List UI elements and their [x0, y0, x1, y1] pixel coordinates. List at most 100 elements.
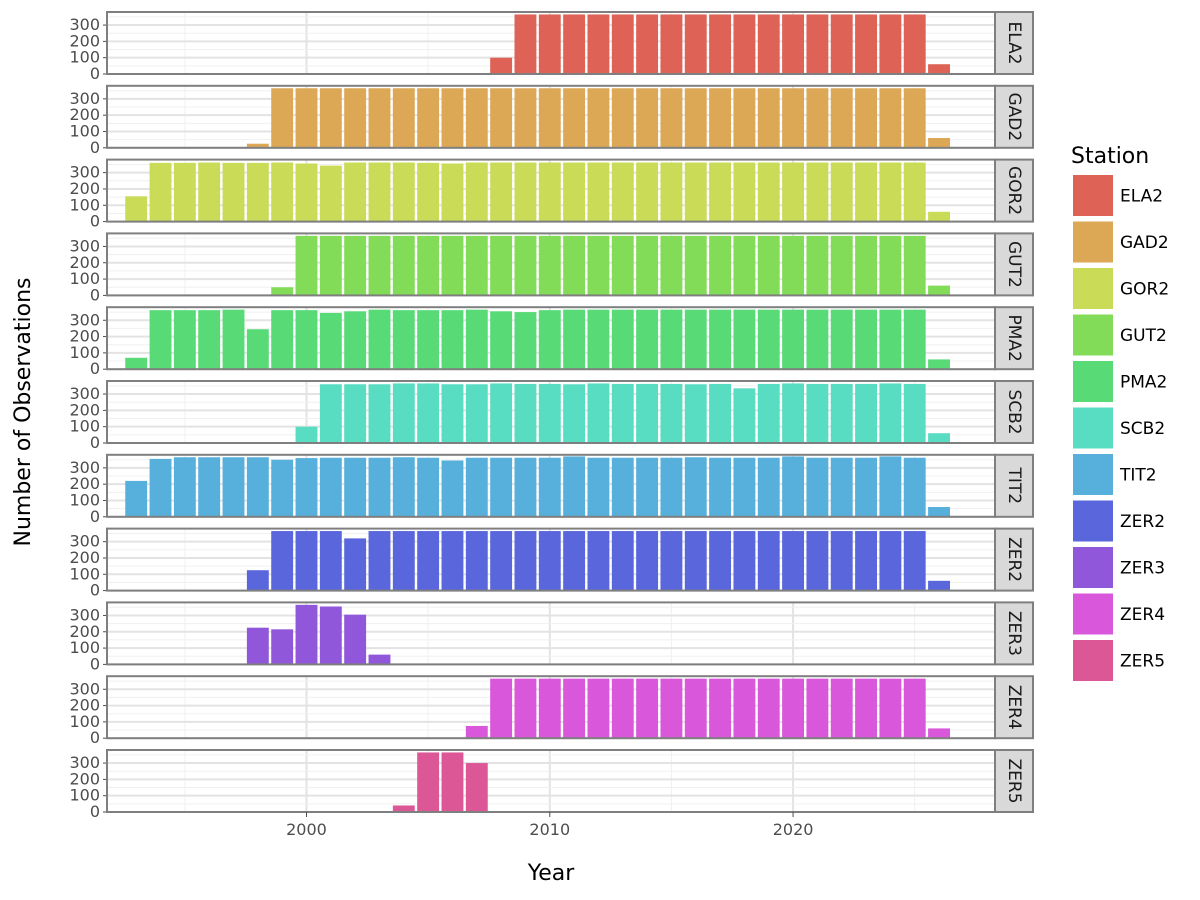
bar-ela2-2009	[514, 14, 537, 74]
x-tick-label: 2000	[286, 820, 327, 839]
bar-gor2-2020	[782, 162, 805, 222]
bar-scb2-2011	[563, 384, 586, 443]
y-tick-label: 0	[90, 433, 100, 452]
bar-zer2-2021	[806, 531, 829, 591]
bar-zer5-2007	[465, 763, 488, 812]
bar-gor2-2010	[538, 162, 561, 222]
facet-strip-label: TIT2	[1004, 466, 1024, 504]
legend-label: PMA2	[1120, 373, 1167, 393]
bar-gad2-2001	[319, 88, 342, 148]
bar-zer2-2026	[928, 580, 950, 591]
bar-ela2-2026	[928, 64, 950, 74]
facet-strip	[994, 232, 1034, 297]
bar-ela2-2024	[879, 14, 902, 74]
legend-label: GOR2	[1120, 280, 1169, 300]
bar-gut2-2015	[660, 235, 683, 296]
bar-scb2-2026	[928, 433, 950, 443]
bar-zer2-2017	[709, 531, 732, 591]
y-tick-label: 100	[69, 269, 100, 288]
bar-ela2-2012	[587, 14, 610, 74]
y-tick-label: 300	[69, 163, 100, 182]
bar-pma2-2015	[660, 309, 683, 370]
bar-zer4-2012	[587, 678, 610, 739]
bar-pma2-2020	[782, 309, 805, 370]
bar-tit2-2005	[417, 457, 440, 517]
bar-tit2-2010	[538, 457, 561, 517]
bar-gad2-2020	[782, 88, 805, 148]
y-tick-label: 0	[90, 507, 100, 526]
bar-gut2-2025	[903, 235, 926, 296]
bar-scb2-2015	[660, 383, 683, 443]
bar-scb2-2022	[830, 383, 853, 443]
legend-key-gut2	[1073, 314, 1113, 356]
bar-zer4-2024	[879, 678, 902, 739]
bar-pma2-2010	[538, 310, 561, 370]
bar-ela2-2023	[855, 14, 878, 74]
bar-gor2-1994	[149, 162, 172, 222]
bar-gut2-2003	[368, 235, 391, 296]
bar-pma2-1993	[125, 357, 148, 370]
y-tick-label: 100	[69, 638, 100, 657]
y-tick-label: 0	[90, 359, 100, 378]
legend-label: ZER2	[1120, 512, 1165, 532]
bar-pma2-2016	[684, 309, 707, 370]
bar-tit2-2009	[514, 457, 537, 517]
bar-gad2-2003	[368, 88, 391, 148]
bar-gor2-2026	[928, 211, 950, 222]
bar-tit2-2001	[319, 457, 342, 517]
bar-zer3-2003	[368, 654, 391, 665]
legend-key-zer5	[1073, 640, 1113, 681]
bar-zer4-2018	[733, 678, 756, 739]
bar-ela2-2025	[903, 14, 926, 74]
bar-gad2-2012	[587, 88, 610, 148]
y-tick-label: 300	[69, 236, 100, 255]
legend-key-ela2	[1073, 175, 1113, 216]
bar-gut2-2020	[782, 235, 805, 296]
legend-key-gor2	[1073, 268, 1113, 309]
bar-gor2-2001	[319, 165, 342, 222]
bar-zer2-2008	[490, 531, 513, 591]
bar-gad2-2004	[392, 88, 415, 148]
y-tick-label: 200	[69, 31, 100, 50]
bar-zer2-2018	[733, 531, 756, 591]
bar-pma2-2005	[417, 310, 440, 370]
bar-tit2-2007	[465, 457, 488, 517]
bar-pma2-2011	[563, 309, 586, 370]
bar-gor2-2002	[344, 162, 367, 222]
bar-gad2-2021	[806, 88, 829, 148]
bar-gor2-2021	[806, 162, 829, 222]
y-tick-label: 0	[90, 64, 100, 83]
bar-ela2-2015	[660, 14, 683, 74]
bar-zer3-1999	[271, 629, 294, 665]
bar-gad2-2016	[684, 88, 707, 148]
bar-ela2-2018	[733, 14, 756, 74]
bar-pma2-2019	[757, 309, 780, 370]
bar-pma2-2001	[319, 312, 342, 370]
bar-pma2-2014	[636, 309, 659, 370]
bar-tit2-2013	[611, 457, 634, 517]
bar-zer4-2019	[757, 678, 780, 739]
legend-label: SCB2	[1120, 419, 1165, 439]
bar-zer5-2005	[417, 752, 440, 812]
bar-zer3-2000	[295, 604, 318, 665]
bar-gor2-2016	[684, 162, 707, 222]
bar-scb2-2025	[903, 383, 926, 443]
bar-pma2-2009	[514, 312, 537, 370]
y-tick-label: 0	[90, 138, 100, 157]
bar-tit2-2004	[392, 457, 415, 517]
bar-zer2-1999	[271, 531, 294, 591]
y-tick-label: 300	[69, 89, 100, 108]
y-tick-label: 100	[69, 417, 100, 436]
bar-tit2-1999	[271, 459, 294, 517]
bar-gor2-2018	[733, 162, 756, 222]
legend-label: GAD2	[1120, 233, 1169, 253]
bar-ela2-2021	[806, 14, 829, 74]
y-tick-label: 100	[69, 564, 100, 583]
facet-strip	[994, 306, 1034, 371]
facet-strip	[994, 453, 1034, 518]
bar-tit2-1998	[246, 457, 269, 517]
bar-zer2-2016	[684, 531, 707, 591]
bar-pma2-1997	[222, 309, 245, 370]
